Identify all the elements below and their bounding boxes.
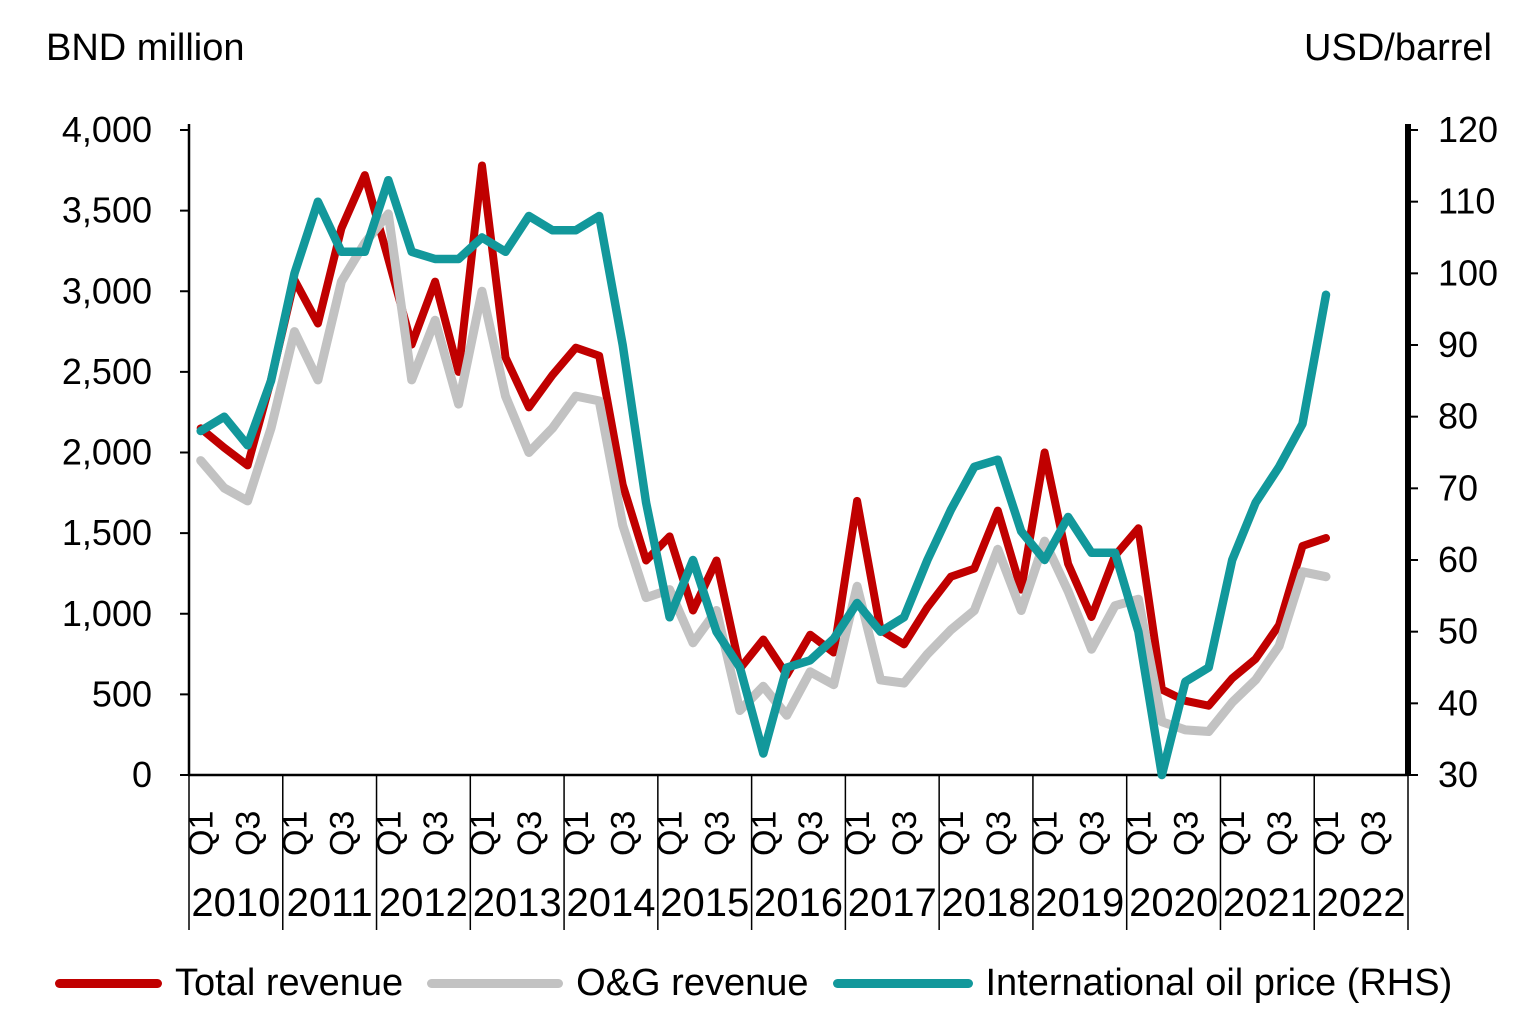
x-quarter-label: Q3: [980, 811, 1018, 856]
left-axis-tick-label: 2,000: [62, 432, 152, 473]
right-axis-tick-label: 30: [1438, 754, 1478, 795]
x-year-label: 2015: [660, 881, 749, 925]
x-quarter-label: Q3: [1074, 811, 1112, 856]
right-axis-title: USD/barrel: [1304, 27, 1492, 69]
x-year-label: 2011: [287, 881, 373, 925]
right-axis-tick-label: 50: [1438, 611, 1478, 652]
right-axis-tick-label: 100: [1438, 252, 1498, 293]
x-year-label: 2012: [379, 881, 468, 925]
right-axis-tick-label: 120: [1438, 109, 1498, 150]
right-axis-tick-label: 90: [1438, 324, 1478, 365]
x-quarter-label: Q3: [1261, 811, 1299, 856]
x-quarter-label: Q1: [183, 811, 221, 856]
right-axis-tick-label: 60: [1438, 539, 1478, 580]
x-quarter-label: Q3: [698, 811, 736, 856]
x-year-label: 2022: [1317, 881, 1406, 925]
x-year-label: 2018: [942, 881, 1031, 925]
series-line-o-g-revenue: [196, 209, 1331, 736]
right-axis-tick-label: 70: [1438, 467, 1478, 508]
legend-label: Total revenue: [175, 962, 404, 1004]
series-line-total-revenue: [196, 161, 1330, 710]
x-year-label: 2016: [754, 881, 843, 925]
x-quarter-label: Q1: [1214, 811, 1252, 856]
x-quarter-label: Q1: [370, 811, 408, 856]
legend-swatch: [427, 978, 564, 988]
x-year-label: 2013: [473, 881, 562, 925]
x-quarter-label: Q1: [839, 811, 877, 856]
x-quarter-label: Q3: [417, 811, 455, 856]
x-year-label: 2014: [566, 881, 655, 925]
left-axis-tick-label: 1,500: [62, 512, 152, 553]
legend-swatch: [832, 978, 973, 988]
legend-item-oil-price: International oil price (RHS): [832, 962, 1453, 1004]
x-quarter-label: Q3: [886, 811, 924, 856]
right-axis-tick-label: 110: [1438, 181, 1495, 222]
legend-item-og-revenue: O&G revenue: [427, 962, 809, 1004]
right-axis-tick-label: 40: [1438, 682, 1478, 723]
left-axis-tick-label: 3,500: [62, 190, 152, 231]
left-axis-tick-label: 0: [132, 754, 152, 795]
left-axis-tick-label: 500: [92, 673, 152, 714]
x-quarter-label: Q1: [558, 811, 596, 856]
series-line-international-oil-price-rhs-: [196, 175, 1331, 780]
x-quarter-label: Q1: [745, 811, 783, 856]
chart-svg: 4,000 3,500 3,000 2,500 2,000 1,500 1,000 500 0 1…: [62, 109, 1498, 930]
left-axis-tick-label: 1,000: [62, 593, 152, 634]
x-year-label: 2020: [1129, 881, 1218, 925]
legend-swatch: [55, 978, 162, 988]
legend-label: O&G revenue: [576, 962, 809, 1004]
x-quarter-label: Q3: [511, 811, 549, 856]
legend-item-total-revenue: Total revenue: [55, 962, 403, 1004]
x-quarter-label: Q3: [605, 811, 643, 856]
right-axis-tick-label: 80: [1438, 396, 1478, 437]
x-quarter-label: Q1: [464, 811, 502, 856]
left-axis-tick-label: 2,500: [62, 351, 152, 392]
x-quarter-label: Q1: [1120, 811, 1158, 856]
left-axis-tick-label: 3,000: [62, 270, 152, 311]
x-quarter-label: Q1: [652, 811, 690, 856]
x-year-label: 2010: [191, 881, 280, 925]
x-quarter-label: Q1: [933, 811, 971, 856]
x-quarter-label: Q3: [792, 811, 830, 856]
x-quarter-label: Q1: [1308, 811, 1346, 856]
x-quarter-label: Q3: [230, 811, 268, 856]
x-quarter-label: Q1: [276, 811, 314, 856]
x-year-label: 2021: [1223, 881, 1312, 925]
left-axis-tick-label: 4,000: [62, 109, 152, 150]
x-quarter-label: Q3: [1167, 811, 1205, 856]
x-quarter-label: Q3: [1355, 811, 1393, 856]
chart-area: 4,000 3,500 3,000 2,500 2,000 1,500 1,000 500 0 1…: [62, 109, 1498, 930]
legend: Total revenue O&G revenue International …: [55, 962, 1535, 1004]
legend-label: International oil price (RHS): [985, 962, 1453, 1004]
x-quarter-label: Q3: [323, 811, 361, 856]
x-year-label: 2017: [848, 881, 937, 925]
x-year-label: 2019: [1035, 881, 1124, 925]
x-quarter-label: Q1: [1027, 811, 1065, 856]
left-axis-title: BND million: [46, 27, 245, 69]
